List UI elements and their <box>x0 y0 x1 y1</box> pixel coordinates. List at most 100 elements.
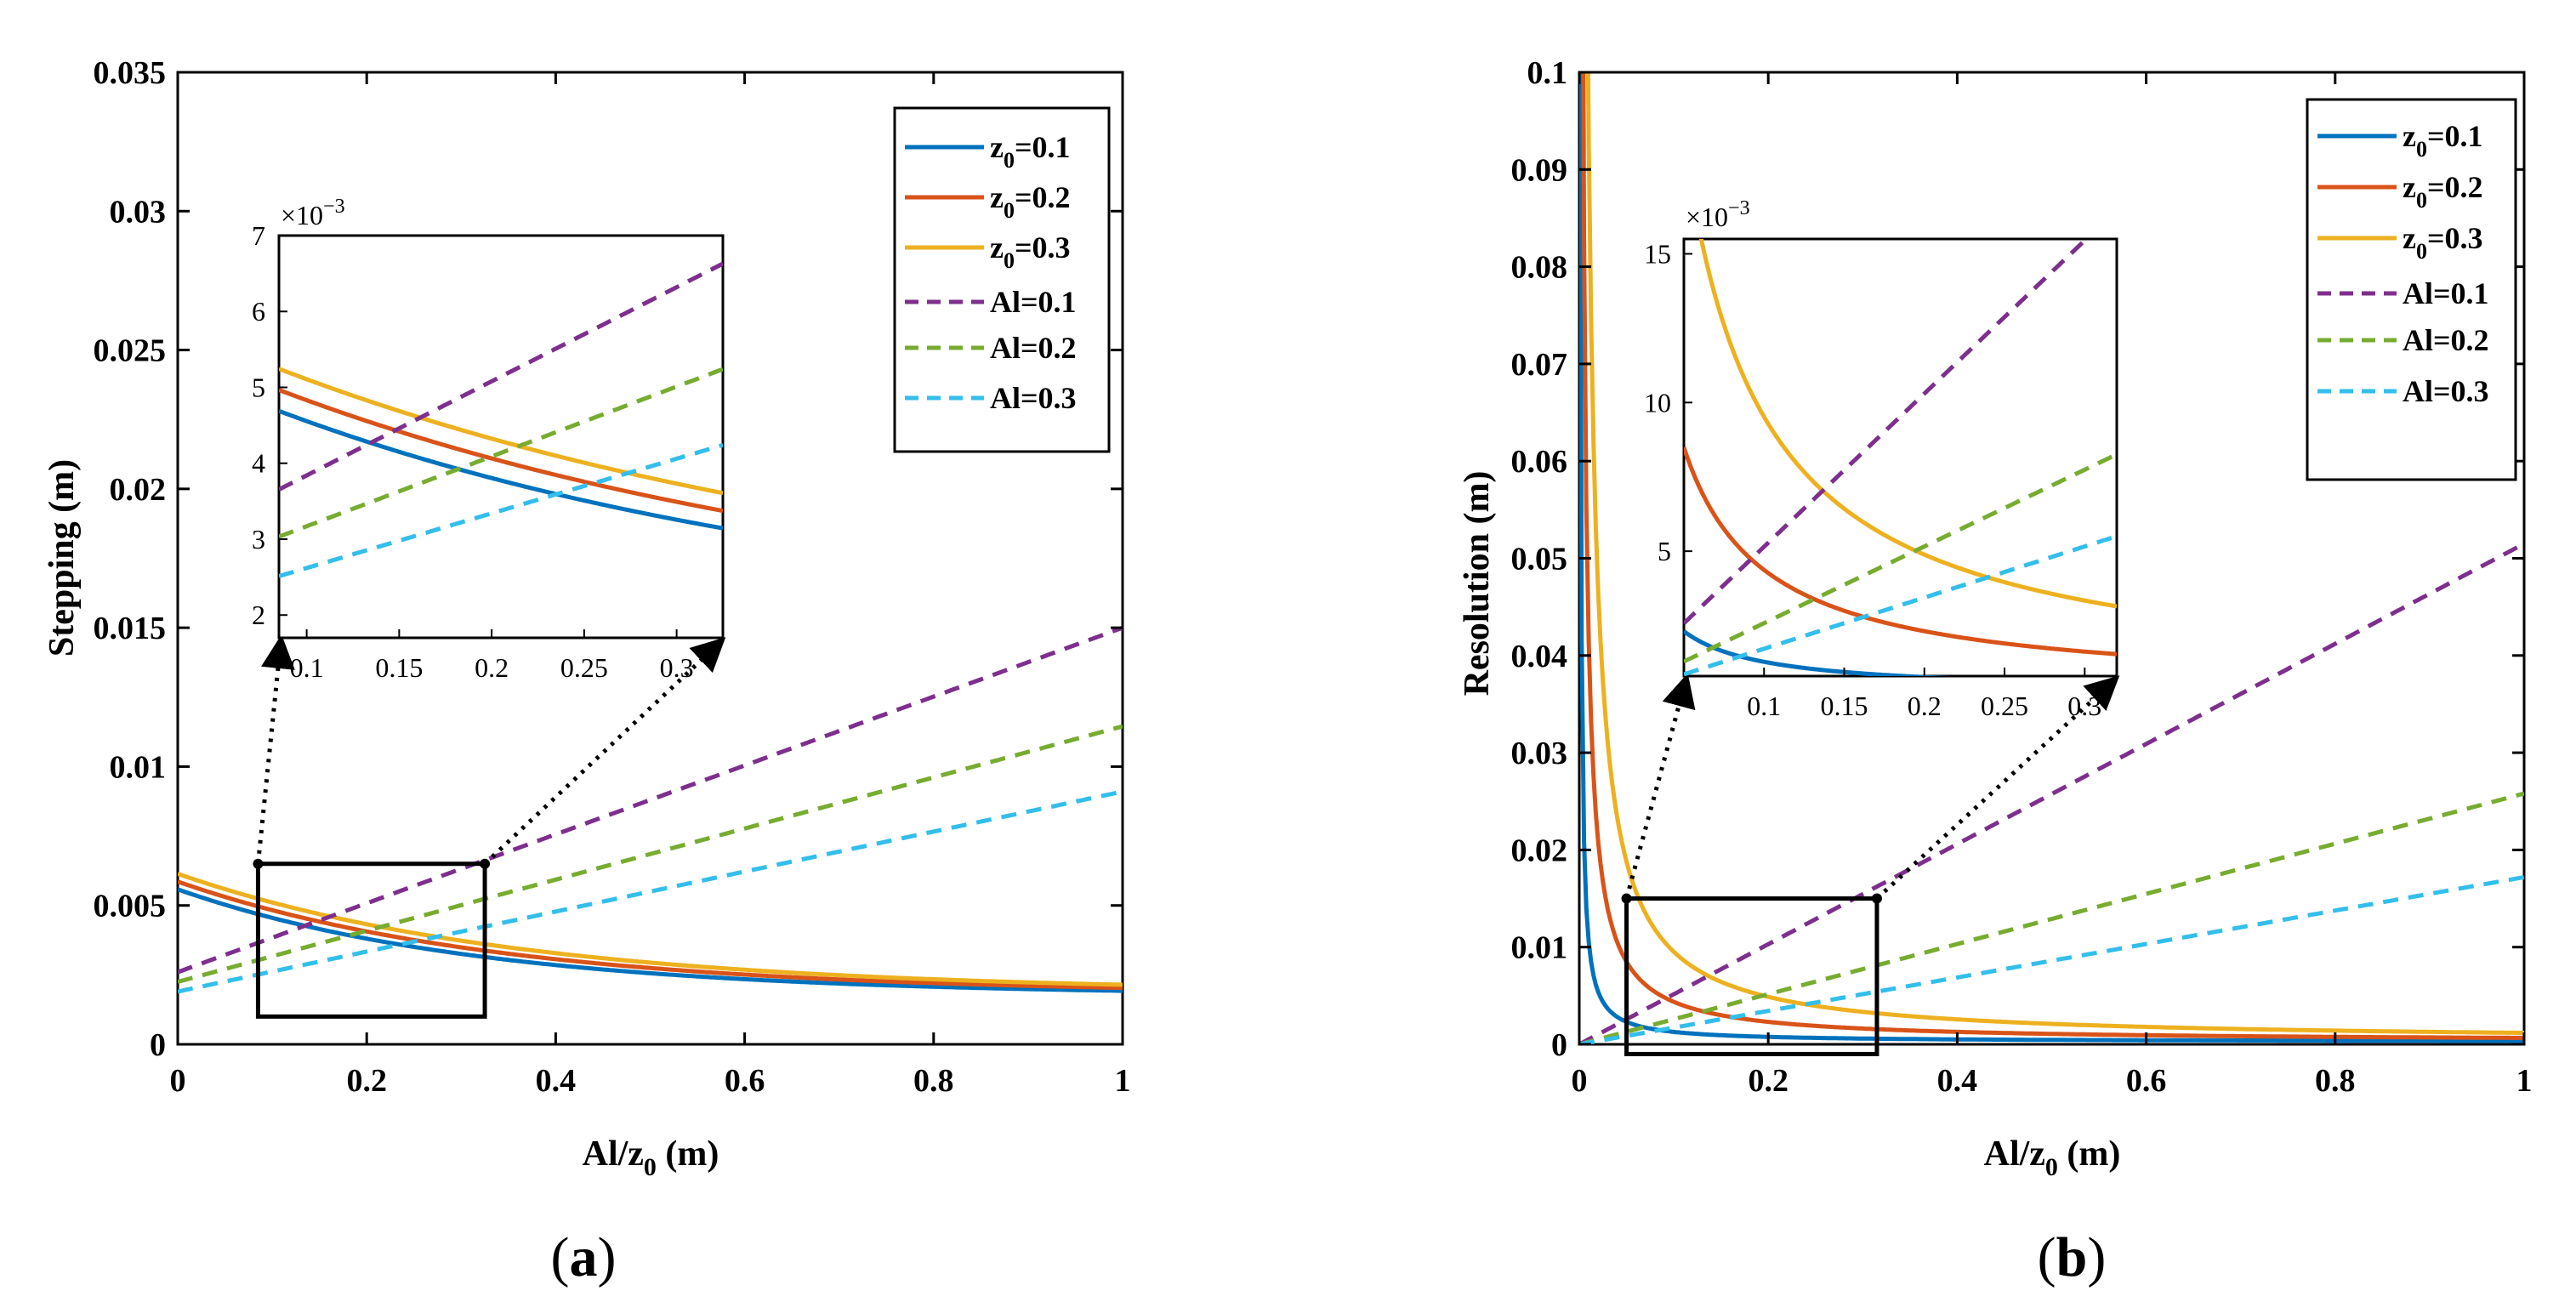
legend-label-a-3: Al=0.1 <box>990 285 1077 319</box>
inset-x-tick-label-a-3: 0.25 <box>560 652 608 683</box>
legend-label-sub-a-0: 0 <box>1004 148 1015 173</box>
zoom-arrow-left-anchor-a <box>253 858 264 869</box>
y-ticks-a: 0 0.005 0.01 0.015 0.02 0.025 0.03 0.035 <box>94 55 1123 1063</box>
x-axis-label-main-a: Al/z <box>583 1134 644 1174</box>
y-ticks-b: 0 0.01 0.02 0.03 0.04 0.05 0.06 0.07 0.08 0.09 0.1 <box>1511 55 2524 1063</box>
inset-x-tick-label-a-1: 0.15 <box>375 652 423 683</box>
caption-close-paren-a: ) <box>598 1226 617 1288</box>
y-tick-label-a-7: 0.035 <box>94 55 167 91</box>
inset-series-line-a-0 <box>279 408 723 531</box>
inset-y-ticks-b: 5 10 15 <box>1644 238 1692 566</box>
legend-label-sub-a-2: 0 <box>1004 248 1015 273</box>
series-line-b-2 <box>1585 72 2524 1035</box>
legend-label-tail-b-0: =0.1 <box>2427 119 2483 153</box>
caption-close-paren-b: ) <box>2087 1226 2106 1288</box>
inset-x-tick-label-b-3: 0.25 <box>1981 691 2028 721</box>
inset-x-tick-label-b-4: 0.3 <box>2067 691 2101 721</box>
series-line-a-1 <box>178 879 1123 991</box>
x-axis-label-b: Al/z0 (m) <box>1984 1134 2121 1181</box>
inset-series-line-a-3 <box>279 261 723 492</box>
legend-label-main-a-3: Al=0.1 <box>990 285 1077 319</box>
y-tick-label-b-1: 0.01 <box>1511 930 1568 966</box>
legend-label-a-4: Al=0.2 <box>990 331 1077 365</box>
x-tick-label-b-3: 0.6 <box>2126 1063 2167 1099</box>
caption-letter-a: a <box>570 1226 598 1288</box>
legend-label-main-b-0: z <box>2403 119 2416 153</box>
x-tick-label-a-2: 0.4 <box>536 1063 577 1099</box>
series-line-b-5 <box>1579 874 2524 1044</box>
x-axis-label-a: Al/z0 (m) <box>583 1134 719 1181</box>
y-tick-label-a-4: 0.02 <box>110 472 167 508</box>
zoom-arrow-left-b <box>1624 673 1696 900</box>
series-line-a-4 <box>178 724 1123 984</box>
x-tick-label-a-1: 0.2 <box>346 1063 387 1099</box>
inset-series-line-a-1 <box>279 388 723 514</box>
caption-open-paren-a: ( <box>551 1226 570 1288</box>
legend-b: z0=0.1z0=0.2z0=0.3Al=0.1Al=0.2Al=0.3 <box>2306 98 2517 481</box>
inset-series-line-b-4 <box>1684 452 2117 664</box>
zoom-arrow-right-anchor-b <box>1871 893 1882 904</box>
x-tick-label-a-3: 0.6 <box>725 1063 765 1099</box>
legend-label-a-5: Al=0.3 <box>990 381 1077 415</box>
zoom-arrow-right-b <box>1875 675 2120 901</box>
y-tick-label-b-3: 0.03 <box>1511 736 1568 771</box>
legend-label-a-1: z0=0.2 <box>990 180 1071 223</box>
inset-series-line-b-0 <box>1684 629 1949 676</box>
zoom-arrow-left-anchor-b <box>1621 893 1632 904</box>
inset-x-tick-label-b-2: 0.2 <box>1908 691 1942 721</box>
inset-x-ticks-b: 0.1 0.15 0.2 0.25 0.3 <box>1747 668 2101 721</box>
y-tick-label-a-3: 0.015 <box>94 611 167 646</box>
inset-y-tick-label-a-1: 3 <box>252 524 265 554</box>
y-tick-label-a-0: 0 <box>150 1027 166 1063</box>
inset-y-tick-label-b-2: 15 <box>1644 238 1671 269</box>
series-line-a-3 <box>178 625 1123 975</box>
inset-series-line-b-2 <box>1698 239 2117 609</box>
series-line-a-2 <box>178 872 1123 987</box>
legend-label-b-5: Al=0.3 <box>2403 374 2489 408</box>
inset-x-tick-label-a-0: 0.1 <box>290 652 324 683</box>
legend-label-a-0: z0=0.1 <box>990 130 1071 173</box>
inset-y-tick-label-a-5: 7 <box>252 220 265 251</box>
inset-x-tick-label-b-0: 0.1 <box>1747 691 1781 721</box>
legend-label-main-b-5: Al=0.3 <box>2403 374 2489 408</box>
inset-area-b <box>1682 237 2118 678</box>
series-line-b-0 <box>1579 72 2524 1043</box>
legend-label-sub-b-2: 0 <box>2416 239 2427 264</box>
x-tick-label-b-0: 0 <box>1572 1063 1588 1099</box>
inset-exponent-base-b: ×10 <box>1686 202 1728 232</box>
inset-x-tick-label-a-2: 0.2 <box>475 652 509 683</box>
x-tick-label-b-5: 1 <box>2516 1063 2533 1099</box>
legend-label-main-b-2: z <box>2403 221 2416 255</box>
legend-label-a-2: z0=0.3 <box>990 230 1071 273</box>
y-tick-label-a-5: 0.025 <box>94 333 167 369</box>
legend-label-b-0: z0=0.1 <box>2403 119 2483 162</box>
legend-label-b-2: z0=0.3 <box>2403 221 2483 264</box>
inset-y-tick-label-a-3: 5 <box>252 372 265 402</box>
legend-label-b-4: Al=0.2 <box>2403 323 2489 357</box>
inset-y-tick-label-b-1: 10 <box>1644 387 1671 418</box>
caption-b: (b) <box>2038 1226 2107 1288</box>
legend-a: z0=0.1 z0=0.2 z0=0.3 Al=0.1 Al=0.2 Al=0.3 <box>893 106 1111 453</box>
inset-exponent-a: ×10−3 <box>281 196 345 230</box>
legend-label-main-a-0: z <box>990 130 1004 164</box>
y-tick-label-b-5: 0.05 <box>1511 542 1568 577</box>
inset-exponent-base-a: ×10 <box>281 200 323 230</box>
legend-label-tail-b-2: =0.3 <box>2427 221 2483 255</box>
y-tick-label-b-8: 0.08 <box>1511 250 1568 286</box>
series-line-a-5 <box>178 789 1123 994</box>
inset-y-tick-label-b-0: 5 <box>1658 536 1671 566</box>
zoom-box-a <box>255 861 487 1019</box>
zoom-arrow-left-a <box>255 634 295 864</box>
curves-b <box>1579 72 2524 1044</box>
legend-label-sub-b-0: 0 <box>2416 137 2427 162</box>
y-axis-label-a: Stepping (m) <box>43 459 82 657</box>
inset-exponent-b: ×10−3 <box>1686 197 1750 232</box>
legend-label-main-b-3: Al=0.1 <box>2403 276 2489 310</box>
y-tick-label-b-10: 0.1 <box>1527 55 1568 91</box>
inset-series-line-b-1 <box>1684 446 2117 657</box>
caption-letter-b: b <box>2056 1226 2088 1288</box>
y-tick-label-a-6: 0.03 <box>110 194 167 230</box>
y-tick-label-b-0: 0 <box>1551 1027 1567 1063</box>
caption-a: (a) <box>551 1226 617 1288</box>
